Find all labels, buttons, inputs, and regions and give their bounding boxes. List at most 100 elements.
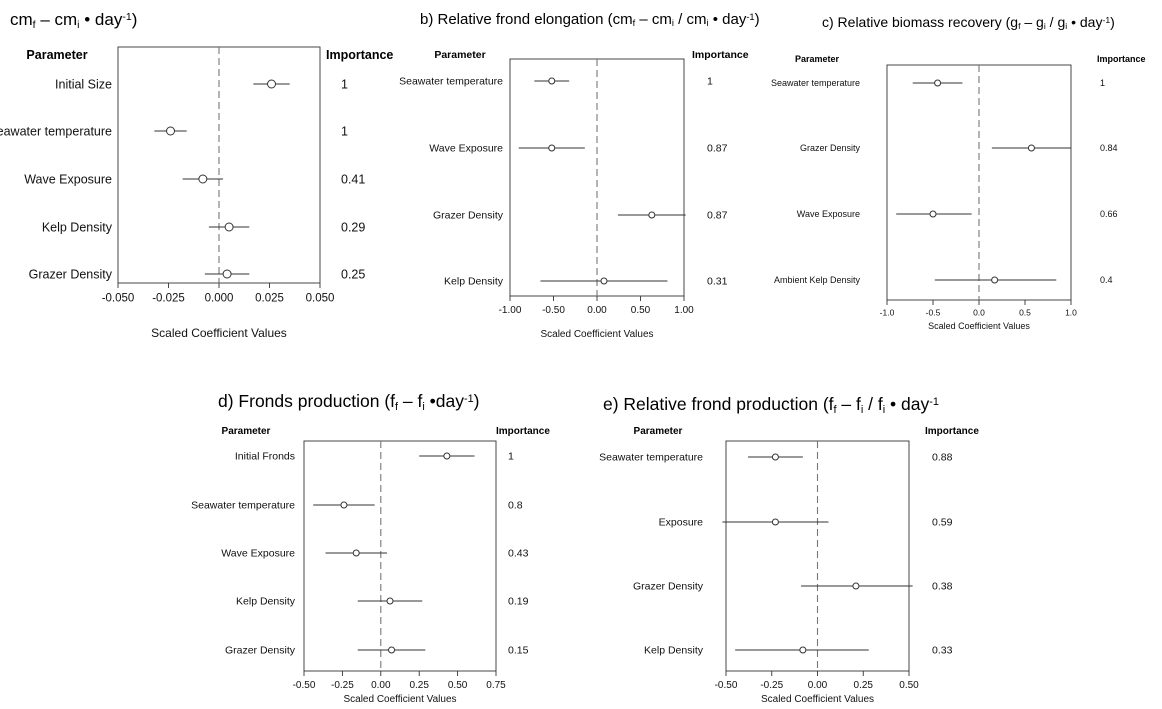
importance-value: 0.38 [932, 581, 953, 593]
x-tick-label: -0.50 [293, 680, 316, 691]
parameter-label: Grazer Density [633, 581, 704, 593]
x-tick-label: -0.25 [331, 680, 354, 691]
title-part: • day [80, 10, 123, 29]
panel-title: cmf – cmi • day-1) [10, 10, 137, 31]
title-part: cm [10, 10, 33, 29]
parameter-label: Wave Exposure [429, 143, 503, 155]
coefficient-point [771, 453, 779, 461]
title-part: • day [709, 11, 747, 28]
parameter-label: Wave Exposure [24, 172, 112, 186]
title-part: f [633, 18, 636, 28]
parameter-label: Wave Exposure [221, 548, 295, 560]
title-part: b) Relative frond elongation (cm [420, 11, 633, 28]
title-part: – g [1020, 14, 1043, 30]
parameter-label: Seawater temperature [0, 124, 112, 138]
importance-value: 0.41 [341, 172, 365, 186]
title-part: • day [885, 394, 929, 414]
title-part: i [706, 18, 708, 28]
importance-value: 0.15 [508, 645, 529, 657]
importance-header: Importance [1097, 54, 1146, 64]
x-tick-label: -0.50 [715, 680, 738, 691]
parameter-label: Grazer Density [225, 645, 296, 657]
coefficient-point [340, 501, 348, 509]
x-tick-label: 1.0 [1065, 308, 1077, 318]
x-tick-label: 0.00 [371, 680, 391, 691]
importance-value: 1 [1100, 78, 1105, 88]
x-tick-label: -0.50 [542, 305, 565, 316]
title-part: / cm [674, 11, 707, 28]
title-part: i [1065, 21, 1067, 31]
parameter-label: Initial Fronds [235, 451, 295, 463]
coefficient-point [648, 211, 656, 219]
importance-value: 0.4 [1100, 275, 1113, 285]
title-part: ) [1110, 14, 1115, 30]
importance-value: 0.87 [707, 210, 728, 222]
x-axis-label: Scaled Coefficient Values [761, 694, 874, 705]
title-part: / f [863, 394, 883, 414]
importance-value: 0.33 [932, 645, 953, 657]
parameter-header: Parameter [795, 54, 840, 64]
plot-frame [303, 440, 497, 672]
panel-title: d) Fronds production (ff – fi •day-1) [218, 391, 480, 413]
title-part: ) [132, 10, 138, 29]
x-tick-label: 0.000 [205, 293, 234, 305]
coefficient-point [771, 518, 779, 526]
importance-header: Importance [692, 49, 749, 61]
importance-value: 0.87 [707, 143, 728, 155]
x-tick-label: -0.5 [926, 308, 941, 318]
coefficient-point [1027, 144, 1035, 152]
title-part: -1 [122, 11, 132, 23]
parameter-label: Ambient Kelp Density [774, 275, 861, 285]
title-part: c) Relative biomass recovery (g [822, 14, 1018, 30]
x-axis-label: Scaled Coefficient Values [151, 326, 287, 340]
importance-value: 0.8 [508, 500, 523, 512]
parameter-label: Grazer Density [29, 267, 113, 281]
parameter-header: Parameter [434, 49, 485, 61]
panel-e: e) Relative frond production (ff – fi / … [599, 394, 979, 705]
importance-header: Importance [496, 426, 550, 437]
title-part: f [834, 404, 838, 416]
panel-title: c) Relative biomass recovery (gf – gi / … [822, 14, 1115, 31]
parameter-label: Kelp Density [42, 220, 113, 234]
importance-value: 1 [341, 124, 348, 138]
x-axis-label: Scaled Coefficient Values [540, 329, 653, 340]
coefficient-point [852, 582, 860, 590]
coefficient-point [443, 452, 451, 460]
parameter-header: Parameter [222, 426, 271, 437]
parameter-label: Kelp Density [236, 596, 296, 608]
panel-d: d) Fronds production (ff – fi •day-1) Par… [191, 391, 550, 705]
parameter-label: Wave Exposure [797, 209, 860, 219]
title-part: -1 [1102, 15, 1110, 25]
panel-c: c) Relative biomass recovery (gf – gi / … [771, 14, 1146, 331]
coefficient-point [386, 597, 394, 605]
importance-header: Importance [326, 48, 393, 62]
parameter-label: Grazer Density [433, 210, 504, 222]
importance-value: 0.43 [508, 548, 529, 560]
x-tick-label: 0.50 [631, 305, 651, 316]
x-tick-label: 0.25 [854, 680, 874, 691]
parameter-label: Kelp Density [644, 645, 704, 657]
title-part: i [861, 404, 863, 416]
title-part: f [1018, 21, 1021, 31]
coefficient-point [934, 79, 942, 87]
title-part: -1 [929, 396, 939, 408]
importance-value: 1 [341, 77, 348, 91]
importance-value: 0.19 [508, 596, 529, 608]
title-part: -1 [746, 12, 754, 22]
x-tick-label: -1.00 [499, 305, 522, 316]
x-tick-label: 1.00 [674, 305, 694, 316]
title-part: ) [474, 391, 480, 411]
coefficient-point [222, 269, 232, 279]
title-part: • day [1067, 14, 1102, 30]
coefficient-point [166, 126, 176, 136]
title-part: d) Fronds production (f [218, 391, 395, 411]
x-axis-label: Scaled Coefficient Values [928, 321, 1030, 331]
x-tick-label: 0.75 [486, 680, 506, 691]
panel-title: e) Relative frond production (ff – fi / … [603, 394, 939, 416]
title-part: i [883, 404, 885, 416]
importance-header: Importance [925, 426, 979, 437]
x-tick-label: 0.50 [899, 680, 919, 691]
coefficient-point [267, 79, 277, 89]
x-tick-label: 0.025 [255, 293, 284, 305]
x-tick-label: 0.0 [973, 308, 985, 318]
